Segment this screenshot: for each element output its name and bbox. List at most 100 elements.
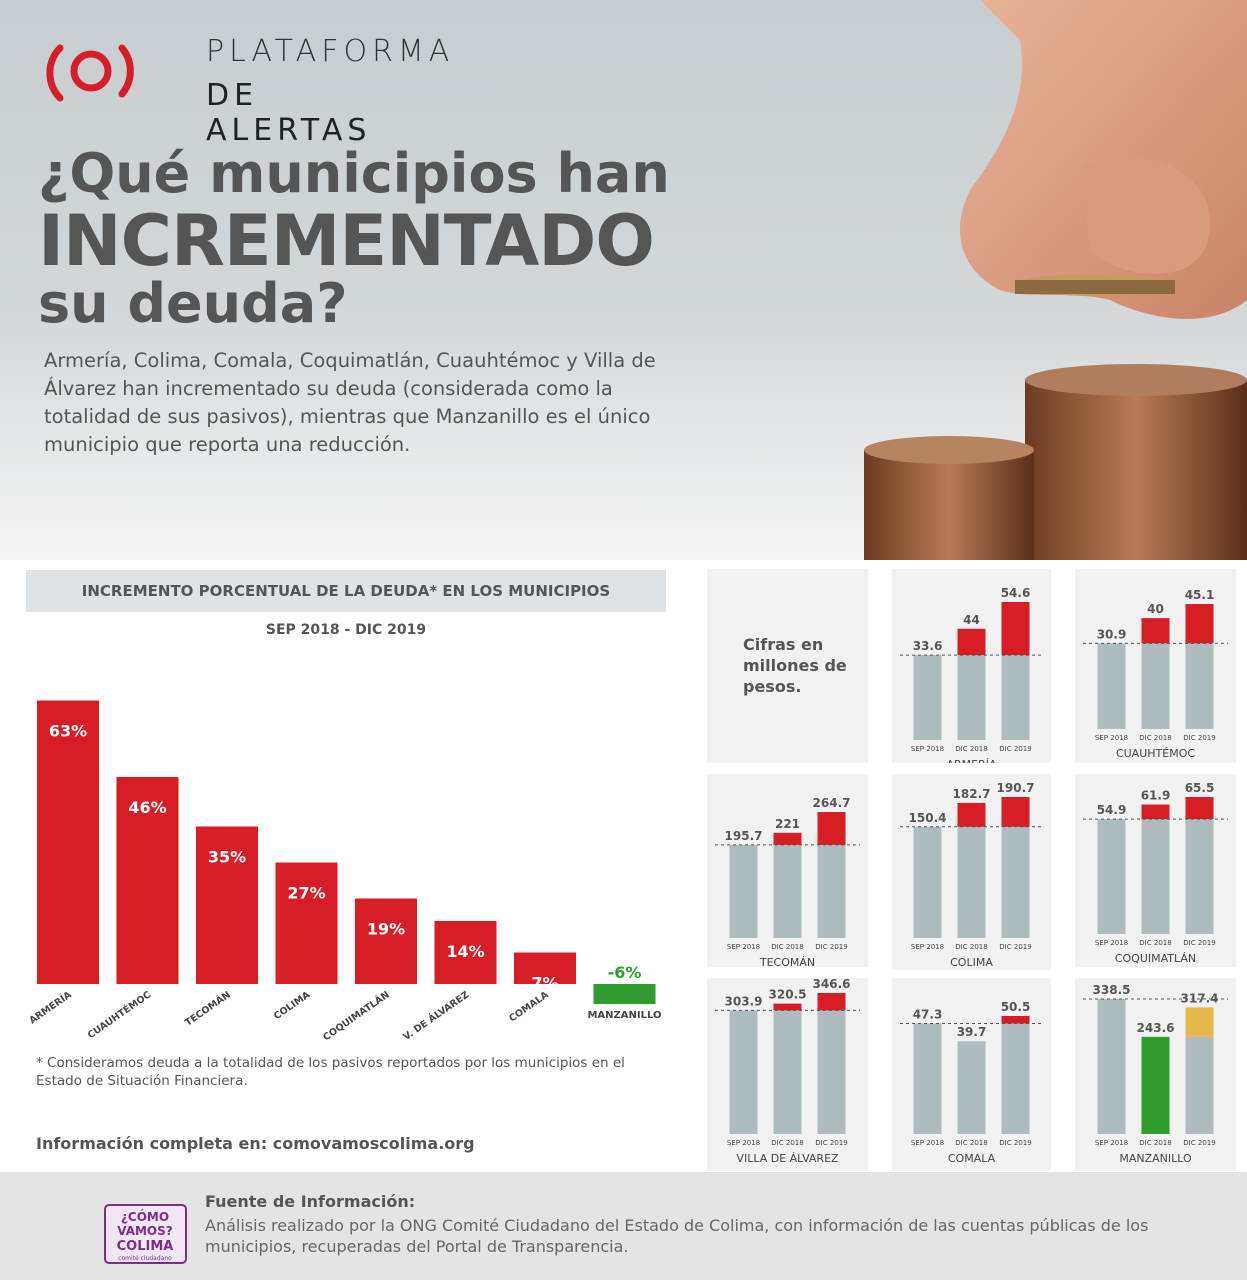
panel-colima: 150.4 SEP 2018 182.7 DIC 2018 190.7 DIC 2019 C… [892,774,1051,970]
tick-label: DIC 2018 [955,745,987,753]
category-label: ARMERÍA [27,988,74,1026]
panel-manzanillo: 338.5 SEP 2018 243.6 DIC 2018 317.4 DIC 2019 M… [1075,978,1236,1171]
title-line-2: INCREMENTADO [38,200,655,282]
note-panel [707,569,868,763]
tick-label: DIC 2018 [1139,734,1171,742]
bar-value-label: 19% [367,920,405,939]
bar-value-label: 45.1 [1185,588,1215,602]
panel-comala: 47.3 SEP 2018 39.7 DIC 2018 50.5 DIC 2019COMA… [892,978,1051,1171]
bar [773,1010,802,1134]
bar-value-label: 39.7 [957,1025,987,1039]
panel-title: ARMERÍA [946,758,996,763]
svg-text:COLIMA: COLIMA [117,1239,174,1254]
bar-increase [957,628,986,656]
hand-coins-image [864,0,1247,560]
title-line-3: su deuda? [38,272,348,335]
bar [1185,1036,1214,1134]
panel-title: COLIMA [950,956,993,969]
bar-increase [1141,618,1170,644]
bar-increase [1185,797,1214,820]
panel-title: VILLA DE ÁLVAREZ [736,1152,839,1165]
tick-label: DIC 2019 [815,943,847,951]
footnote: * Consideramos deuda a la totalidad de l… [36,1055,625,1089]
bar [1141,1036,1170,1134]
source-footer [0,1172,1247,1280]
bar [1141,643,1170,729]
bar-value-label: 46% [128,798,166,817]
bar-value-label: 150.4 [909,811,947,825]
bar-value-label: 338.5 [1093,983,1131,997]
bar-comala [514,952,576,984]
bar-value-label: 195.7 [725,829,763,843]
bar [1097,819,1126,934]
tick-label: DIC 2019 [999,943,1031,951]
bar-value-label: 14% [446,942,484,961]
bar [1141,819,1170,934]
bar-increase [1001,1016,1030,1024]
bar [1001,826,1030,938]
bar-value-label: 63% [49,722,87,741]
bar-manzanillo [593,984,656,1004]
bar-increase [773,1003,802,1011]
bar [1001,1023,1030,1134]
bar [1185,819,1214,934]
bar-coquimatl-n [355,898,417,984]
panel-title: COQUIMATLÁN [1115,952,1196,965]
panel-title: CUAUHTÉMOC [1116,747,1195,760]
bar-value-label: 182.7 [953,787,991,801]
category-label: MANZANILLO [587,1010,661,1021]
bar [913,826,942,938]
tick-label: SEP 2018 [727,1139,760,1147]
bar-value-label: 54.9 [1097,803,1127,817]
bar-increase [817,812,846,845]
bar [1097,999,1126,1134]
category-label: TECOMÁN [183,989,233,1029]
bar-value-label: 303.9 [725,994,763,1008]
source-text: Análisis realizado por la ONG Comité Ciu… [205,1216,1149,1256]
bar [957,655,986,740]
bar-value-label: 30.9 [1097,627,1127,641]
category-label: COLIMA [272,989,313,1022]
bar-value-label: 27% [287,884,325,903]
bar [957,1041,986,1134]
bar [1185,643,1214,729]
bar [729,1010,758,1134]
bar-cuauht-moc [116,777,179,984]
bar [1001,655,1030,740]
tick-label: DIC 2019 [999,1139,1031,1147]
bar-value-label: 243.6 [1137,1021,1175,1035]
bar-value-label: 47.3 [913,1007,943,1021]
bar-colima [275,862,338,984]
como-vamos-colima-logo: ¿CÓMO VAMOS? COLIMA comité ciudadano [104,1204,187,1264]
tick-label: SEP 2018 [911,943,944,951]
panel-cuauht-moc: 30.9 SEP 2018 40 DIC 2018 45.1 DIC 2019 CUAUHT… [1075,569,1236,763]
tick-label: DIC 2019 [815,1139,847,1147]
category-label: V. DE ÁLVAREZ [401,989,472,1040]
bar-armer-a [37,700,99,984]
logo: PLATAFORMA DE ALERTAS [46,30,449,148]
percent-increase-chart: 63% ARMERÍA 46% CUAUHTÉMOC 35% TECOMÁN 27% COLI… [27,700,662,1040]
bar [773,844,802,938]
bar [729,844,758,938]
tick-label: SEP 2018 [1095,734,1128,742]
bar-tecom-n [196,826,258,984]
tick-label: DIC 2018 [771,1139,803,1147]
bar-increase [1185,1007,1214,1037]
hero-banner: PLATAFORMA DE ALERTAS ¿Qué municipios ha… [0,0,1247,560]
main-chart-subtitle: SEP 2018 - DIC 2019 [265,622,427,638]
bar-value-label: 221 [775,817,800,831]
tick-label: DIC 2019 [1183,1139,1215,1147]
bar-value-label: 54.6 [1001,586,1031,600]
svg-text:comité ciudadano: comité ciudadano [118,1255,172,1262]
panel-armer-a: 33.6 SEP 2018 44 DIC 2018 54.6 DIC 2019ARMERÍ… [892,569,1051,763]
info-link[interactable]: Información completa en: comovamoscolima… [36,1134,475,1153]
bar [1097,643,1126,729]
tick-label: DIC 2019 [1183,939,1215,947]
bar-value-label: 317.4 [1181,991,1219,1005]
svg-text:VAMOS?: VAMOS? [117,1224,173,1238]
logo-line-2: DE ALERTAS [206,78,372,148]
tick-label: DIC 2018 [955,1139,987,1147]
tick-label: SEP 2018 [1095,939,1128,947]
tick-label: DIC 2018 [955,943,987,951]
bar-value-label: 61.9 [1141,789,1171,803]
